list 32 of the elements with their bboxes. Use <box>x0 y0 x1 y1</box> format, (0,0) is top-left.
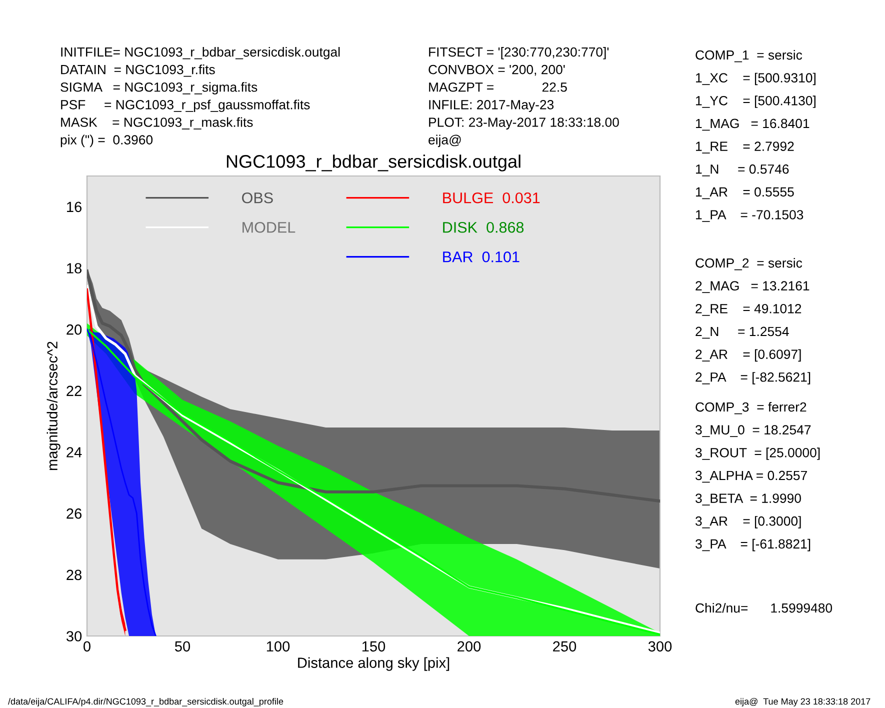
x-tick-label: 150 <box>362 641 386 652</box>
y-tick-label: 22 <box>66 386 82 396</box>
x-axis-title: Distance along sky [pix] <box>298 657 450 671</box>
x-tick-label: 250 <box>553 641 576 652</box>
legend-label: BAR 0.101 <box>443 251 520 262</box>
legend-label: MODEL <box>242 222 296 233</box>
text: eija@ Tue May 23 18:33:18 2017 <box>735 698 870 706</box>
text: FITSECT = '[230:770,230:770]' CONVBOX = '200, 200' MAGZPT = 22.5 INFILE: 2017-May-23 PLOT: 23-May-2017 18:33:18.00 eija@ <box>428 47 619 148</box>
legend-label: OBS <box>242 192 273 204</box>
text: COMP_3 = ferrer2 3_MU_0 = 18.2547 3_ROUT = [25.0000] 3_ALPHA = 0.2557 3_BETA = 1.9990 3_AR = [0.3000] 3_PA = [-61.8821] <box>696 402 820 552</box>
y-tick-label: 18 <box>67 263 82 274</box>
x-tick-label: 50 <box>174 641 190 652</box>
line-series <box>87 288 126 631</box>
y-axis-title: magnitude/arcsec^2 <box>46 342 60 470</box>
text: COMP_2 = sersic 2_MAG = 13.2161 2_RE = 49.1012 2_N = 1.2554 2_AR = [0.6097] 2_PA = [-82.5621] <box>696 258 810 384</box>
legend-label: BULGE 0.031 <box>443 192 540 204</box>
x-tick-label: 100 <box>266 641 290 652</box>
y-tick-label: 28 <box>66 570 82 580</box>
x-tick-label: 200 <box>458 641 481 652</box>
legend-label: DISK 0.868 <box>443 222 524 233</box>
y-tick-label: 20 <box>66 324 82 335</box>
x-tick-label: 300 <box>648 641 672 652</box>
y-tick-label: 26 <box>66 508 82 519</box>
x-tick-label: 0 <box>84 641 90 652</box>
text: COMP_1 = sersic 1_XC = [500.9310] 1_YC = [500.4130] 1_MAG = 16.8401 1_RE = 2.7992 1_N = 0.5746 1_AR = 0.5555 1_PA = -70.1503 <box>696 50 816 222</box>
text: Chi2/nu= 1.5999480 <box>696 603 832 613</box>
y-tick-label: 24 <box>66 447 82 458</box>
y-tick-label: 30 <box>66 631 82 642</box>
text: /data/eija/CALIFA/p4.dir/NGC1093_r_bdbar_sersicdisk.outgal_profile <box>8 698 284 706</box>
y-tick-label: 16 <box>67 202 82 212</box>
chart-title: NGC1093_r_bdbar_sersicdisk.outgal <box>226 154 520 172</box>
text: INITFILE= NGC1093_r_bdbar_sersicdisk.outgal DATAIN = NGC1093_r.fits SIGMA = NGC1093_r_sigma.fits PSF = NGC1093_r_psf_gaussmoffat.fits MASK = NGC1093_r_mask.fits pix (") = 0.3960 <box>60 47 340 148</box>
